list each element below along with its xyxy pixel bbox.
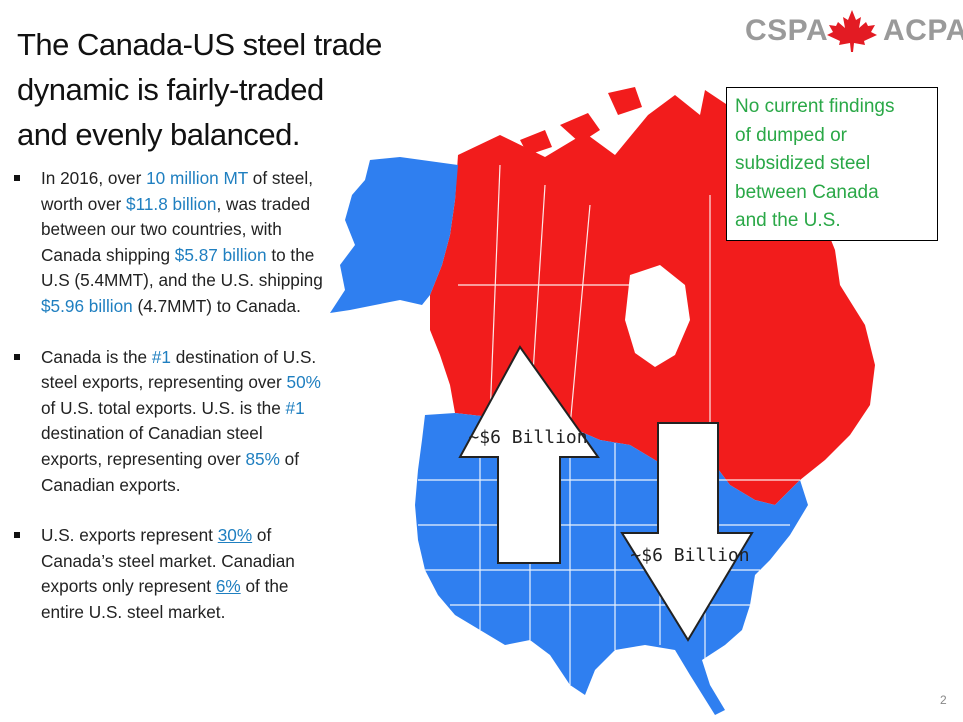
slide-title: The Canada-US steel trade dynamic is fai…: [17, 22, 427, 157]
bullet-list: In 2016, over 10 million MT of steel, wo…: [10, 166, 328, 651]
arctic-island-1: [560, 113, 600, 143]
callout-line-4: between Canada: [735, 181, 879, 203]
page-number: 2: [940, 693, 947, 707]
bullet1-text-5: (4.7MMT) to Canada.: [132, 295, 301, 316]
bullet3-text-2: of Canada’s steel market. Canadian expor…: [41, 525, 295, 597]
bullet1-highlight-2: $11.8 billion: [126, 193, 217, 214]
bullet3-highlight-1: 30%: [217, 525, 253, 546]
arrow-down-label: ~$6 Billion: [630, 545, 749, 566]
bullet3-highlight-2: 6%: [215, 576, 241, 597]
bullet2-highlight-3: #1: [285, 397, 305, 418]
logo-text-acpa: ACPA: [883, 14, 963, 47]
bullet1-highlight-3: $5.87 billion: [174, 244, 267, 265]
callout-line-1: No current findings: [735, 96, 895, 117]
logo-text-cspa: CSPA: [745, 14, 829, 47]
arrow-up-label: ~$6 Billion: [468, 427, 587, 448]
bullet1-text-2: of steel, worth over: [41, 168, 313, 214]
bullet1-text-1: In 2016, over: [41, 168, 147, 188]
bullet1-highlight-4: $5.96 billion: [41, 295, 133, 316]
bullet-destinations: Canada is the #1 destination of U.S. ste…: [10, 345, 328, 499]
bullet-market-share: U.S. exports represent 30% of Canada’s s…: [10, 523, 328, 625]
bullet2-highlight-1: #1: [151, 346, 171, 367]
callout-line-2: of dumped or: [735, 124, 847, 146]
bullet2-highlight-4: 85%: [245, 448, 280, 469]
bullet-square-icon: [14, 175, 20, 181]
bullet2-text-2: destination of U.S. steel exports, repre…: [41, 346, 317, 393]
title-line-2: dynamic is fairly-traded: [17, 72, 324, 107]
hudson-bay: [625, 265, 690, 367]
arctic-island-3: [520, 130, 552, 155]
bullet2-text-1: Canada is the: [41, 346, 152, 367]
callout-line-5: and the U.S.: [735, 210, 841, 231]
arrow-up-canada-to-us: ~$6 Billion: [458, 345, 600, 564]
bullet1-text-3: , was traded between our two countries, …: [41, 193, 311, 265]
arctic-island-2: [608, 87, 642, 115]
alaska-region: [330, 157, 458, 313]
fair-trade-callout: No current findings of dumped or subsidi…: [726, 87, 938, 241]
bullet2-highlight-2: 50%: [286, 372, 321, 393]
callout-line-3: subsidized steel: [735, 153, 871, 174]
bullet2-text-5: of Canadian exports.: [41, 448, 299, 495]
cspa-acpa-logo: CSPA ACPA: [745, 8, 963, 52]
bullet-trade-volume: In 2016, over 10 million MT of steel, wo…: [10, 166, 328, 320]
bullet3-text-3: of the entire U.S. steel market.: [41, 576, 289, 622]
title-line-1: The Canada-US steel trade: [17, 27, 382, 62]
bullet3-text-1: U.S. exports represent: [41, 525, 218, 546]
title-line-3: and evenly balanced.: [17, 117, 301, 152]
bullet1-highlight-1: 10 million MT: [146, 168, 248, 188]
bullet2-text-3: of U.S. total exports. U.S. is the: [41, 397, 286, 418]
bullet2-text-4: destination of Canadian steel exports, r…: [41, 423, 263, 469]
bullet-square-icon: [14, 532, 20, 539]
arrow-down-us-to-canada: ~$6 Billion: [620, 422, 754, 642]
bullet1-text-4: to the U.S (5.4MMT), and the U.S. shippi…: [41, 244, 323, 291]
maple-leaf-icon: [827, 10, 877, 52]
bullet-square-icon: [14, 353, 20, 360]
